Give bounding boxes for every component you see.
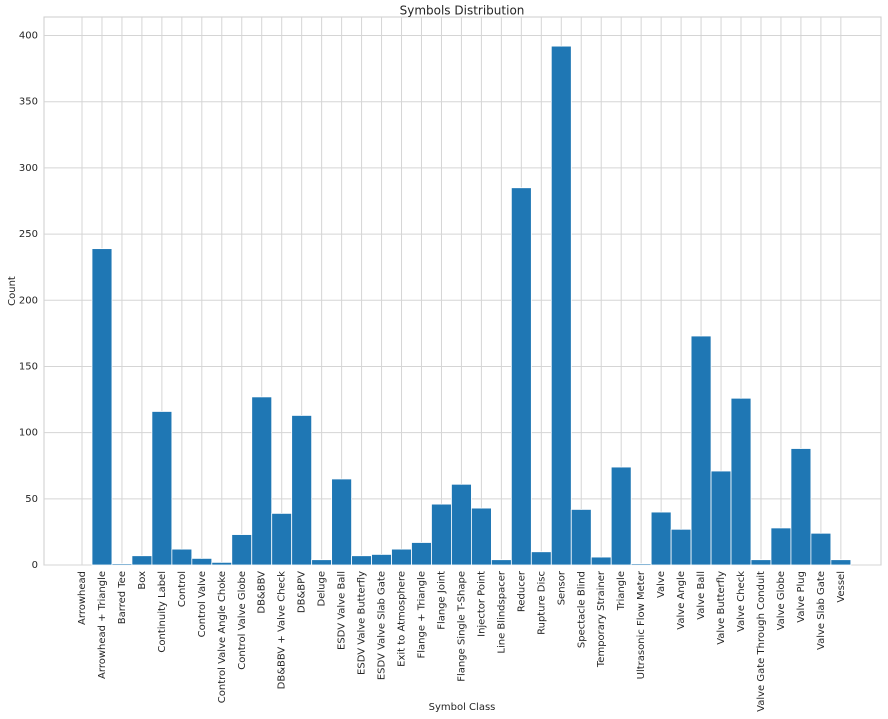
bar — [750, 559, 772, 566]
x-tick-label: ESDV Valve Slab Gate — [377, 571, 388, 680]
x-tick-label: Flange Single T-Shape — [456, 571, 467, 682]
bar — [391, 548, 412, 566]
x-tick-label: DB&BBV — [257, 571, 268, 614]
x-tick-label: ESDV Valve Ball — [337, 571, 348, 650]
x-tick-label: Valve Slab Gate — [816, 571, 827, 650]
x-tick-label: Control Valve Globe — [237, 571, 248, 670]
x-tick-label: Barred Tee — [117, 571, 128, 624]
bar — [630, 563, 652, 566]
x-tick-label: Control Valve Angle Choke — [217, 571, 228, 703]
bar — [490, 559, 512, 566]
bar — [211, 561, 233, 566]
y-tick-label: 250 — [19, 229, 38, 240]
bar — [790, 448, 812, 566]
y-tick-label: 50 — [25, 494, 38, 505]
bar — [510, 187, 532, 566]
x-tick-label: DB&BBV + Valve Check — [277, 571, 288, 690]
y-tick-label: 150 — [19, 361, 38, 372]
bar — [810, 532, 832, 566]
bar — [650, 511, 672, 566]
y-tick-label: 0 — [32, 560, 38, 571]
x-tick-label: Ultrasonic Flow Meter — [636, 570, 647, 679]
chart-title: Symbols Distribution — [400, 4, 525, 18]
y-tick-label: 350 — [19, 97, 38, 108]
bar — [570, 509, 592, 566]
x-tick-label: Valve Gate Through Conduit — [756, 571, 767, 712]
x-tick-label: Deluge — [317, 571, 328, 606]
x-tick-label: Arrowhead + Triangle — [97, 571, 108, 679]
bar — [411, 542, 432, 566]
y-tick-label: 300 — [19, 163, 38, 174]
bar — [351, 555, 372, 566]
x-tick-label: Rupture Disc — [536, 571, 547, 635]
bar — [670, 528, 692, 566]
y-tick-label: 100 — [19, 428, 38, 439]
bar — [550, 45, 572, 566]
x-tick-label: Flange + Triangle — [416, 571, 427, 659]
x-tick-label: ESDV Valve Butterfly — [357, 571, 368, 675]
bar — [710, 470, 732, 566]
bar — [171, 548, 193, 566]
bar — [291, 415, 313, 566]
bar — [610, 466, 632, 566]
x-tick-label: Valve Globe — [776, 571, 787, 630]
x-tick-label: Box — [137, 571, 148, 590]
x-tick-label: Control — [177, 571, 188, 607]
x-tick-label: Temporary Strainer — [596, 570, 607, 668]
bar — [431, 503, 452, 566]
bar — [690, 335, 712, 566]
x-tick-label: Continuity Label — [157, 571, 168, 653]
bar — [471, 507, 492, 566]
x-tick-label: Valve Angle — [676, 571, 687, 630]
x-tick-label: Sensor — [556, 570, 567, 605]
x-tick-label: Reducer — [516, 570, 527, 612]
y-axis-label: Count — [7, 276, 18, 306]
bar — [91, 248, 113, 566]
bar — [371, 554, 392, 566]
bar — [730, 397, 752, 566]
bar — [830, 559, 852, 566]
y-tick-label: 400 — [19, 31, 38, 42]
bar — [530, 551, 552, 566]
x-tick-label: Valve Ball — [696, 571, 707, 620]
y-tick-label: 200 — [19, 295, 38, 306]
x-tick-label: Line Blindspacer — [496, 570, 507, 653]
x-tick-label: Exit to Atmosphere — [397, 571, 408, 667]
bar — [251, 396, 273, 566]
x-tick-label: Valve — [656, 571, 667, 598]
x-tick-label: Vessel — [836, 571, 847, 603]
x-tick-label: Valve Check — [736, 571, 747, 632]
x-tick-label: Valve Butterfly — [716, 571, 727, 645]
bar — [590, 556, 612, 566]
bar — [451, 483, 472, 566]
x-tick-label: Arrowhead — [77, 571, 88, 625]
bar — [231, 534, 253, 566]
bar — [311, 559, 333, 566]
bar — [131, 555, 153, 566]
bar — [271, 512, 293, 566]
x-tick-label: Triangle — [616, 571, 627, 611]
x-axis-label: Symbol Class — [429, 702, 496, 713]
x-tick-label: DB&BPV — [297, 571, 308, 613]
x-tick-label: Control Valve — [197, 571, 208, 637]
bar — [191, 557, 213, 566]
bar — [111, 563, 133, 566]
x-tick-label: Valve Plug — [796, 571, 807, 623]
bar — [331, 478, 352, 566]
x-tick-label: Injector Point — [476, 571, 487, 637]
bar — [770, 527, 792, 566]
x-tick-label: Flange Joint — [436, 571, 447, 630]
bar — [151, 411, 173, 566]
x-tick-label: Spectacle Blind — [576, 571, 587, 648]
